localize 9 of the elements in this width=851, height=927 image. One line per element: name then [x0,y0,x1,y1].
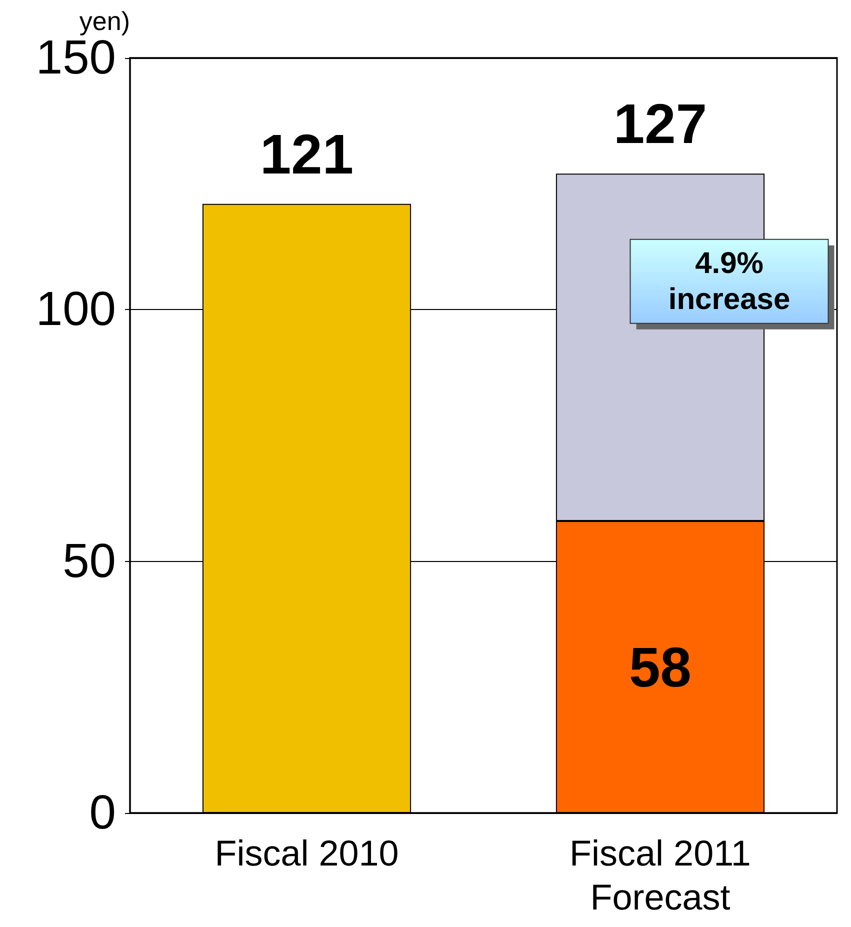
y-tick-label: 100 [36,283,116,336]
total-label: 121 [260,122,354,186]
total-label: 127 [614,92,707,156]
x-tick-label: Fiscal 2010 [214,832,399,874]
x-tick-label: Fiscal 2011 Forecast [570,832,751,918]
annotation: 4.9% increase [668,246,790,316]
y-tick-label: 50 [62,534,116,588]
data-label: 58 [629,636,692,699]
y-tick-label: 0 [89,786,116,840]
